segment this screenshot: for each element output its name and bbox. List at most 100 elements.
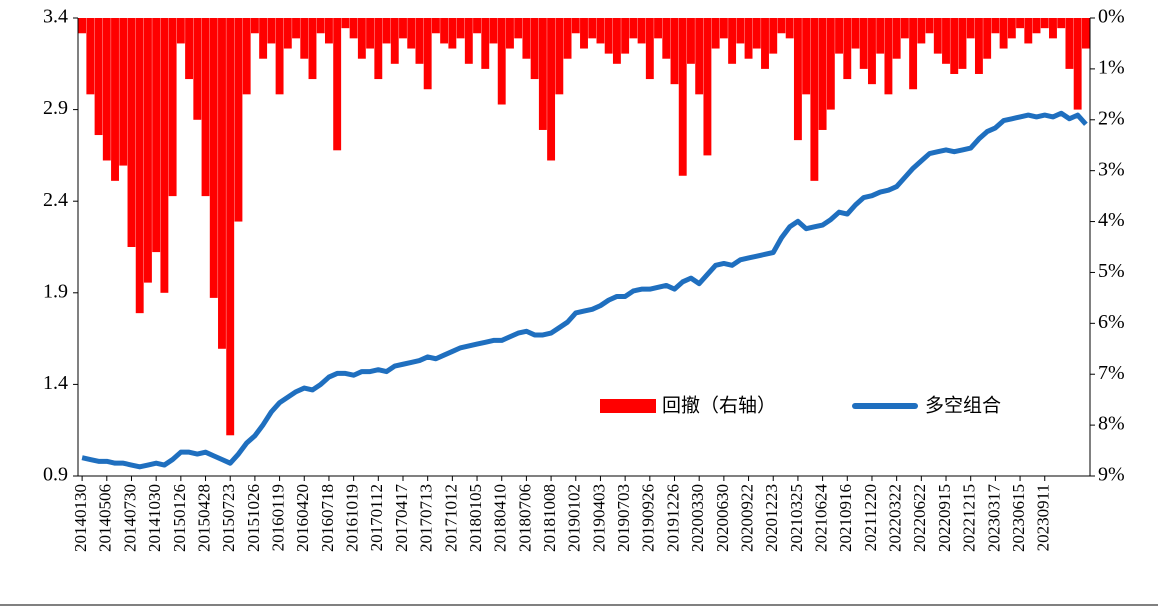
drawdown-bar (259, 18, 268, 59)
drawdown-bar (94, 18, 103, 136)
drawdown-bar (933, 18, 942, 54)
x-tick-label: 20200330 (688, 484, 707, 552)
x-tick-label: 20141030 (145, 484, 164, 552)
drawdown-bar (333, 18, 342, 151)
y2-tick-label: 3% (1098, 158, 1125, 180)
y-tick-label: 1.9 (43, 280, 68, 302)
drawdown-bar (719, 18, 728, 39)
x-tick-label: 20230317 (984, 484, 1003, 553)
drawdown-bar (349, 18, 358, 39)
drawdown-bar (942, 18, 950, 64)
drawdown-bar (135, 18, 144, 314)
x-tick-label: 20200922 (737, 484, 756, 552)
drawdown-bar (143, 18, 152, 283)
y-tick-label: 2.4 (43, 189, 68, 211)
drawdown-bar (119, 18, 128, 166)
drawdown-bar (316, 18, 325, 34)
drawdown-bar (818, 18, 827, 130)
drawdown-bar (1007, 18, 1016, 39)
drawdown-bar (991, 18, 1000, 34)
drawdown-bar (168, 18, 177, 197)
x-tick-label: 20170713 (417, 484, 436, 552)
drawdown-bar (793, 18, 802, 141)
drawdown-bar (226, 18, 235, 436)
drawdown-bar (473, 18, 481, 34)
x-tick-label: 20201223 (762, 484, 781, 552)
drawdown-bar (851, 18, 860, 49)
drawdown-bar (645, 18, 654, 80)
drawdown-bar (366, 18, 375, 49)
x-tick-label: 20200630 (713, 484, 732, 552)
drawdown-bar (234, 18, 243, 222)
drawdown-bar (612, 18, 621, 64)
drawdown-bar (374, 18, 383, 80)
drawdown-bar (538, 18, 547, 130)
drawdown-bar (160, 18, 169, 293)
x-tick-label: 20220322 (886, 484, 905, 552)
drawdown-bar (580, 18, 588, 49)
drawdown-bar (390, 18, 399, 64)
y2-tick-label: 7% (1098, 362, 1125, 384)
drawdown-bar (267, 18, 276, 44)
x-tick-label: 20230911 (1034, 484, 1053, 551)
drawdown-bar (415, 18, 424, 64)
y-tick-label: 2.9 (43, 97, 68, 119)
drawdown-bar (382, 18, 391, 44)
drawdown-bar (884, 18, 893, 95)
drawdown-bar (1073, 18, 1082, 110)
drawdown-bar (78, 18, 87, 34)
x-tick-label: 20140506 (96, 484, 115, 552)
drawdown-bar (300, 18, 309, 59)
x-tick-label: 20160718 (318, 484, 337, 552)
drawdown-bar (892, 18, 901, 59)
drawdown-bar (102, 18, 111, 161)
x-tick-label: 20191226 (663, 484, 682, 552)
drawdown-bar (292, 18, 300, 39)
drawdown-bar (900, 18, 909, 39)
x-tick-label: 20190102 (565, 484, 584, 552)
x-tick-label: 20181008 (540, 484, 559, 552)
drawdown-bar (275, 18, 284, 95)
drawdown-bar (604, 18, 613, 54)
drawdown-bar (530, 18, 539, 80)
drawdown-bar (1057, 18, 1066, 29)
drawdown-bar (999, 18, 1008, 49)
x-tick-label: 20140130 (71, 484, 90, 552)
y2-tick-label: 9% (1098, 464, 1125, 486)
drawdown-bar (440, 18, 449, 44)
x-tick-label: 20161019 (343, 484, 362, 552)
drawdown-bar (950, 18, 959, 74)
drawdown-bar (341, 18, 350, 29)
drawdown-bar (736, 18, 745, 44)
drawdown-bar (1024, 18, 1033, 44)
drawdown-bar (250, 18, 259, 34)
drawdown-bar (1032, 18, 1041, 34)
drawdown-bar (596, 18, 605, 44)
drawdown-bar (242, 18, 251, 95)
drawdown-bar (695, 18, 704, 95)
drawdown-bar (744, 18, 753, 59)
x-tick-label: 20151026 (244, 484, 263, 552)
x-tick-label: 20170417 (392, 484, 411, 553)
drawdown-bar (176, 18, 185, 44)
x-tick-label: 20210916 (836, 484, 855, 552)
drawdown-bar (966, 18, 975, 39)
x-tick-label: 20150126 (170, 484, 189, 552)
legend-label: 多空组合 (925, 395, 1001, 417)
drawdown-bar (185, 18, 194, 80)
drawdown-bar (917, 18, 926, 44)
drawdown-bar (670, 18, 679, 85)
x-tick-label: 20210325 (787, 484, 806, 552)
drawdown-bar (1016, 18, 1025, 29)
drawdown-bar (1065, 18, 1074, 69)
x-tick-label: 20160420 (293, 484, 312, 552)
x-tick-label: 20150723 (219, 484, 238, 552)
drawdown-bar (588, 18, 597, 39)
drawdown-bar (399, 18, 407, 39)
drawdown-bar (769, 18, 778, 54)
drawdown-bar (464, 18, 473, 64)
drawdown-bar (711, 18, 720, 49)
drawdown-bar (456, 18, 465, 39)
drawdown-bar (497, 18, 506, 105)
drawdown-bar (974, 18, 983, 74)
